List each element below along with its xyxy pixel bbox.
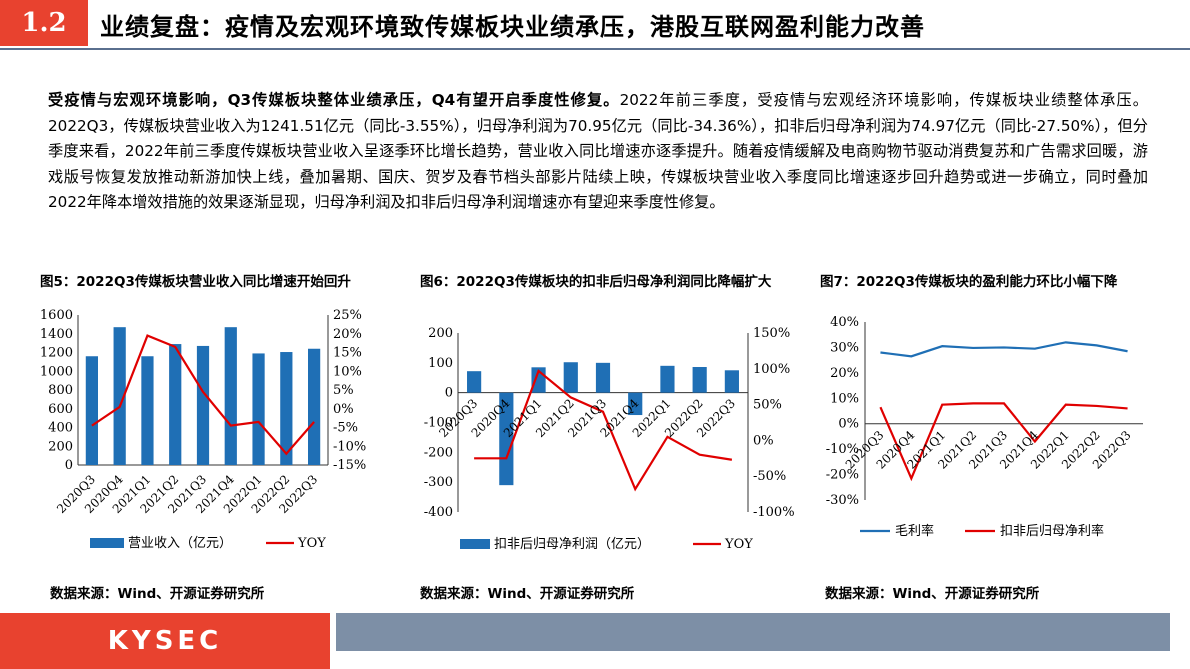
y-tick-label-left: 800: [48, 383, 73, 398]
figure7-title: 图7：2022Q3传媒板块的盈利能力环比小幅下降: [820, 274, 1118, 290]
y-tick-label-right: -10%: [333, 439, 366, 454]
y-tick-label-right: -15%: [333, 458, 366, 473]
y-tick-label-left: 0: [65, 458, 73, 473]
data-bar: [308, 348, 321, 465]
summary-lead: 受疫情与宏观环境影响，Q3传媒板块整体业绩承压，Q4有望开启季度性修复。: [48, 91, 620, 109]
y-tick-label: 40%: [830, 315, 859, 330]
legend-swatch-bar: [90, 538, 124, 548]
y-tick-label: 30%: [830, 340, 859, 355]
footer-bar: [336, 613, 1170, 651]
data-bar: [252, 353, 265, 465]
y-tick-label-left: 600: [48, 402, 73, 417]
data-bar: [499, 392, 514, 486]
legend-label-net: 扣非后归母净利率: [1000, 523, 1104, 539]
y-tick-label-left: -200: [424, 445, 453, 460]
y-tick-label-right: 150%: [753, 326, 790, 341]
y-tick-label-right: -5%: [333, 421, 358, 436]
y-tick-label-right: 50%: [753, 398, 782, 413]
legend-label-gross: 毛利率: [895, 523, 934, 539]
net-margin-line: [879, 402, 1128, 482]
legend-label-line: YOY: [297, 536, 326, 551]
data-bar: [628, 392, 643, 416]
y-tick-label-right: 0%: [753, 433, 774, 448]
section-number: 1.2: [0, 0, 88, 46]
legend-label-line: YOY: [724, 537, 753, 552]
y-tick-label-left: 200: [428, 326, 453, 341]
data-bar: [169, 344, 182, 465]
data-line: [474, 369, 733, 492]
figure6-title: 图6：2022Q3传媒板块的扣非后归母净利润同比降幅扩大: [420, 274, 772, 290]
figure7-source: 数据来源：Wind、开源证券研究所: [825, 586, 1040, 602]
y-tick-label-left: 1000: [40, 364, 73, 379]
y-tick-label: 20%: [830, 366, 859, 381]
gross-margin-line: [880, 341, 1128, 358]
data-bar: [280, 352, 293, 465]
data-bar: [660, 365, 675, 393]
y-tick-label-left: 1400: [40, 327, 73, 342]
footer-logo: KYSEC: [0, 613, 330, 669]
data-bar: [196, 345, 210, 465]
y-tick-label-left: 400: [48, 421, 73, 436]
y-tick-label-left: 100: [428, 356, 453, 371]
y-tick-label-left: 1600: [40, 308, 73, 323]
data-bar: [563, 362, 578, 393]
data-bar: [692, 367, 707, 393]
chart-revenue: 0 200 400 600 800 1000 1200 1400 1600 -15% -10% -5%…: [40, 308, 366, 551]
y-tick-label-right: 10%: [333, 364, 362, 379]
y-tick-label-right: -50%: [753, 469, 786, 484]
y-tick-label-left: -300: [424, 475, 453, 490]
y-tick-label-right: -100%: [753, 505, 795, 520]
y-tick-label: 10%: [830, 391, 859, 406]
chart-net-profit: -400 -300 -200 -100 0 100 200 -100% -50% 0% 50% 100…: [424, 326, 795, 552]
y-tick-label-right: 25%: [333, 308, 362, 323]
y-tick-label-right: 100%: [753, 362, 790, 377]
y-tick-label-left: 200: [48, 439, 73, 454]
figure5-title: 图5：2022Q3传媒板块营业收入同比增速开始回升: [40, 274, 351, 290]
chart-margin: -30%-20%-10%0%10%20%30%40%2020Q32020Q420…: [826, 315, 1143, 539]
y-tick-label: 0%: [838, 417, 859, 432]
legend-swatch-bar: [460, 539, 490, 549]
summary-paragraph: 受疫情与宏观环境影响，Q3传媒板块整体业绩承压，Q4有望开启季度性修复。2022…: [48, 88, 1148, 216]
y-tick-label-right: 5%: [333, 383, 354, 398]
y-tick-label-left: 0: [445, 386, 453, 401]
y-tick-label-right: 0%: [333, 402, 354, 417]
y-tick-label-right: 20%: [333, 327, 362, 342]
summary-body: 2022年前三季度，受疫情与宏观经济环境影响，传媒板块业绩整体承压。2022Q3…: [48, 91, 1148, 211]
y-tick-label-left: -100: [424, 416, 453, 431]
y-tick-label-left: 1200: [40, 346, 73, 361]
figure6-source: 数据来源：Wind、开源证券研究所: [420, 586, 635, 602]
data-bar: [724, 370, 739, 393]
data-bar: [141, 356, 154, 465]
y-tick-label: -30%: [826, 493, 859, 508]
data-line: [91, 334, 315, 456]
data-bar: [467, 371, 482, 393]
data-bar: [224, 327, 237, 465]
header-divider: [0, 48, 1190, 50]
data-bar: [85, 356, 98, 465]
y-tick-label: -10%: [826, 442, 859, 457]
figure5-source: 数据来源：Wind、开源证券研究所: [50, 586, 265, 602]
y-tick-label-right: 15%: [333, 346, 362, 361]
data-bar: [595, 362, 611, 393]
y-tick-label-left: -400: [424, 505, 453, 520]
legend-label-bar: 营业收入（亿元）: [128, 536, 232, 551]
page-title: 业绩复盘：疫情及宏观环境致传媒板块业绩承压，港股互联网盈利能力改善: [100, 12, 925, 41]
data-bar: [113, 327, 126, 465]
y-tick-label: -20%: [826, 468, 859, 483]
legend-label-bar: 扣非后归母净利润（亿元）: [494, 537, 650, 552]
